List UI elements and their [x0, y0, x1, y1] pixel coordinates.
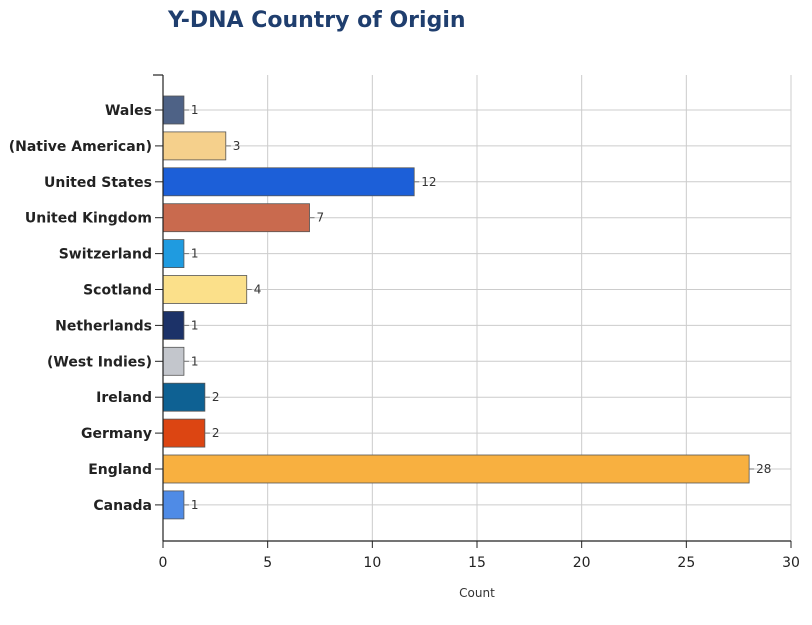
x-tick-label: 30	[782, 555, 800, 571]
bar	[162, 310, 185, 340]
category-label: Netherlands	[55, 318, 152, 334]
x-axis-title: Count	[459, 586, 495, 600]
bar	[162, 275, 248, 304]
category-label: Canada	[93, 498, 152, 514]
value-label: 1	[191, 103, 199, 117]
x-tick-label: 0	[159, 555, 168, 571]
x-tick-label: 5	[263, 555, 272, 571]
x-tick-label: 25	[677, 555, 695, 571]
category-label: Scotland	[83, 283, 152, 299]
category-label: (West Indies)	[47, 354, 152, 370]
value-label: 1	[191, 498, 199, 512]
bar	[162, 239, 185, 269]
bar	[162, 382, 206, 412]
bar	[162, 167, 415, 197]
bar	[162, 203, 310, 233]
category-label: Wales	[105, 103, 152, 119]
bar	[162, 346, 185, 376]
bar	[162, 490, 185, 520]
category-label: Germany	[81, 426, 152, 442]
x-tick-label: 15	[468, 555, 486, 571]
category-label: United Kingdom	[25, 211, 152, 227]
bar	[162, 131, 227, 161]
category-label: England	[88, 462, 152, 478]
value-label: 1	[191, 318, 199, 332]
category-label: (Native American)	[9, 139, 152, 155]
x-tick-label: 20	[573, 555, 591, 571]
bar	[162, 454, 750, 484]
value-label: 2	[212, 426, 220, 440]
chart-title: Y-DNA Country of Origin	[168, 8, 466, 33]
bar	[162, 95, 185, 125]
value-label: 4	[254, 283, 262, 297]
value-label: 28	[756, 462, 771, 476]
value-label: 12	[421, 175, 436, 189]
value-label: 7	[317, 211, 325, 225]
x-tick-label: 10	[363, 555, 381, 571]
bar	[162, 418, 206, 448]
axes	[153, 74, 792, 548]
category-label: Ireland	[96, 390, 152, 406]
labels: Wales (Native American) United States Unite…	[9, 103, 800, 571]
value-label: 1	[191, 354, 199, 368]
value-label: 2	[212, 390, 220, 404]
value-label: 1	[191, 247, 199, 261]
bars	[162, 95, 750, 520]
category-label: Switzerland	[59, 247, 152, 263]
category-label: United States	[44, 175, 152, 191]
value-label: 3	[233, 139, 241, 153]
